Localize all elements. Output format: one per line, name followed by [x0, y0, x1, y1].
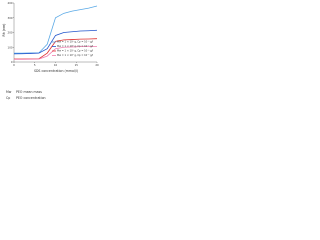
legend-label: Mw = 1 × 10⁵ g, Cp = 10⁻² g/l — [57, 54, 93, 57]
y-axis-label: Rh (nm) — [2, 24, 6, 37]
x-tick-label: 0 — [13, 63, 15, 67]
x-tick-label: 5 — [34, 63, 36, 67]
line-series — [14, 5, 98, 54]
note-text: PEO concentration — [16, 96, 46, 100]
x-axis-label: SDS concentration (mmol/l) — [34, 69, 78, 73]
x-tick-label: 10 — [54, 63, 58, 67]
y-tick-label: 400 — [8, 1, 13, 5]
x-tick-label: 20 — [95, 63, 99, 67]
y-tick-label: 0 — [11, 60, 13, 64]
note-symbol: Cp — [6, 96, 10, 100]
note-text: PEO mean mass — [16, 90, 42, 94]
note-symbol: Mw — [6, 90, 12, 94]
legend-label: Mw = 1 × 10⁶ g, Cp = 10⁻³ g/l — [57, 41, 93, 44]
chart: Rh (nm) SDS concentration (mmol/l) 0 100 2… — [0, 0, 100, 122]
y-tick-label: 200 — [8, 31, 13, 35]
line-series — [13, 29, 98, 55]
y-tick-label: 300 — [8, 16, 13, 20]
line-series — [14, 45, 98, 60]
legend-label: Mw = 1 × 10⁵ g, Cp = 10⁻³ g/l — [57, 50, 93, 53]
y-tick-label: 100 — [8, 45, 13, 49]
legend-label: Mw = 1 × 10⁶ g, Cp = 10⁻² g/l — [57, 45, 93, 48]
x-tick-label: 15 — [75, 63, 79, 67]
background — [0, 0, 100, 122]
